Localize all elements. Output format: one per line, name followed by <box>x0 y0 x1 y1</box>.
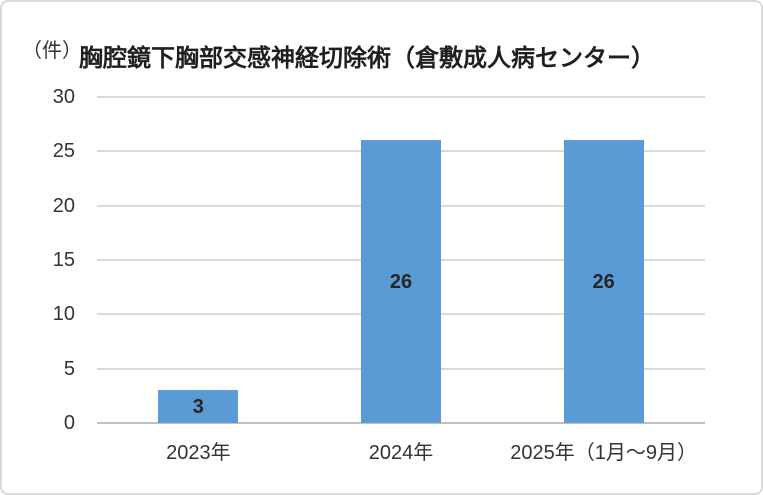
y-tick-label: 30 <box>52 86 75 108</box>
y-tick-label: 25 <box>52 140 75 163</box>
y-axis: 0 5 10 15 20 25 30 <box>22 86 75 434</box>
x-tick-label: 2025年（1月～9月） <box>510 442 698 464</box>
y-tick-label: 10 <box>52 303 75 326</box>
y-tick-label: 5 <box>63 357 75 380</box>
bar: 26 <box>361 140 441 423</box>
x-axis-line <box>97 422 705 424</box>
x-axis: 2023年 2024年 2025年（1月～9月） <box>97 436 705 466</box>
plot-area: 3 26 26 <box>97 96 705 424</box>
gridline <box>97 96 705 98</box>
bar: 26 <box>563 140 644 423</box>
y-tick-label: 15 <box>52 249 75 271</box>
y-tick-label: 0 <box>63 412 75 434</box>
bar: 3 <box>158 390 239 423</box>
bar-data-label: 3 <box>192 395 204 418</box>
x-tick-label: 2024年 <box>368 442 434 464</box>
bar-data-label: 26 <box>389 270 413 293</box>
y-axis-unit-label: （件） <box>22 40 82 62</box>
y-tick-label: 20 <box>52 194 75 217</box>
chart-title: 胸腔鏡下胸部交感神経切除術（倉敷成人病センター） <box>79 45 655 72</box>
bar-data-label: 26 <box>592 270 615 293</box>
x-tick-label: 2023年 <box>166 442 231 464</box>
